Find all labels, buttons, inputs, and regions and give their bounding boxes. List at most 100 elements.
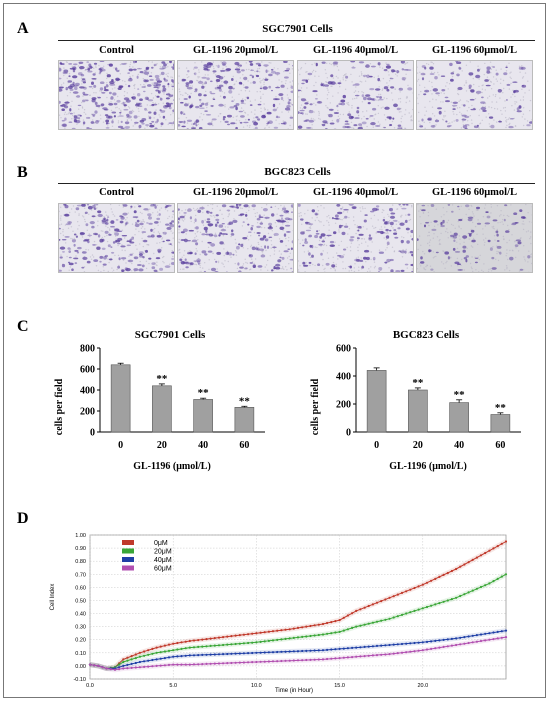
chart-d-point [251, 641, 254, 644]
chart-d-point [247, 661, 250, 664]
chart-d-point [251, 661, 254, 664]
c1-ytick-label: 200 [80, 407, 95, 418]
chart-d-point [151, 652, 154, 655]
chart-d-point [301, 635, 304, 638]
chart-d-point [450, 598, 453, 601]
chart-d-point [313, 649, 316, 652]
chart-d-point [126, 656, 129, 659]
chart-d-point [459, 565, 462, 568]
micrograph-b-60 [416, 203, 533, 273]
chart-d-point [421, 649, 424, 652]
chart-d-point [351, 612, 354, 615]
panel-a-col-0: Control [99, 45, 134, 56]
chart-d-point [222, 643, 225, 647]
chart-d-point [118, 668, 121, 671]
chart-d-point [247, 633, 250, 636]
chart-d-point [459, 594, 462, 598]
chart-d-point [155, 658, 158, 661]
micrograph-a-20 [177, 60, 294, 130]
micrograph-texture [417, 61, 532, 129]
chart-d-point [317, 633, 320, 637]
chart-d-point [163, 657, 166, 660]
chart-d-point [155, 664, 158, 667]
chart-d-point [284, 650, 287, 653]
chart-d-point [130, 666, 133, 669]
chart-d-point [259, 651, 262, 654]
chart-d-point [321, 633, 325, 636]
chart-d-point [425, 648, 429, 651]
chart-d-point [301, 626, 304, 629]
chart-d-point [134, 657, 137, 660]
micrograph-a-40 [297, 60, 414, 130]
chart-d-point [471, 634, 474, 637]
chart-d-point [496, 637, 499, 640]
chart-d-point [384, 644, 387, 647]
chart-d-point [230, 635, 233, 638]
chart-d-point [167, 656, 171, 659]
chart-d-point [296, 650, 300, 653]
chart-d-point [205, 645, 208, 648]
chart-d-ytick-label: 0.50 [75, 598, 86, 604]
chart-d-point [434, 577, 437, 580]
chart-d-ytick-label: 0.30 [75, 625, 86, 631]
figure-frame [3, 3, 546, 698]
chart-d-point [292, 627, 295, 630]
chart-d-point [138, 651, 141, 654]
chart-d-point [400, 651, 404, 654]
chart-d-point [330, 657, 333, 660]
chart-c2-title: BGC823 Cells [393, 329, 460, 341]
chart-d-point [342, 629, 345, 632]
chart-d-point [421, 583, 424, 586]
chart-d-point [351, 626, 354, 629]
chart-d-point [326, 648, 329, 651]
chart-d-point [405, 651, 408, 654]
chart-d-point [267, 660, 270, 663]
chart-d-point [309, 649, 312, 652]
chart-d-point [450, 644, 453, 647]
chart-d-point [267, 630, 270, 633]
chart-d-point [342, 616, 345, 619]
chart-d-xtick-label: 5.0 [169, 683, 177, 689]
c2-significance: ** [412, 377, 424, 389]
chart-d-point [226, 662, 229, 665]
chart-d-point [455, 637, 458, 640]
chart-d-point [380, 600, 383, 603]
chart-d-point [450, 569, 453, 573]
chart-d-legend-label: 20μM [154, 549, 172, 556]
chart-d-point [479, 633, 483, 636]
chart-d-point [405, 590, 408, 593]
chart-d-xtick-label: 0.0 [86, 683, 94, 689]
chart-d-point [176, 648, 179, 651]
chart-d-point [276, 638, 279, 641]
chart-d-point [230, 652, 233, 655]
chart-d-point [338, 630, 341, 633]
chart-d-point [280, 629, 283, 632]
chart-d-point [284, 637, 287, 640]
chart-d-point [305, 635, 308, 638]
chart-d-point [288, 650, 291, 653]
chart-d-point [326, 657, 329, 661]
chart-d-point [255, 651, 258, 654]
chart-d-point [234, 661, 237, 664]
chart-d-point [122, 667, 125, 670]
chart-d-point [292, 636, 295, 639]
chart-d-point [367, 604, 370, 608]
chart-d-point [93, 664, 96, 667]
c2-bar [490, 414, 511, 433]
chart-d-ytick-label: -0.10 [73, 677, 86, 683]
chart-d-point [342, 656, 345, 659]
chart-d-point [97, 664, 100, 667]
chart-d-point [255, 660, 258, 664]
chart-d-point [446, 599, 449, 602]
chart-d-point [388, 596, 391, 599]
chart-d-point [467, 635, 470, 638]
chart-d-point [417, 608, 420, 611]
chart-d-point [392, 595, 395, 598]
chart-d-point [217, 636, 221, 639]
chart-d-legend-label: 60μM [154, 566, 172, 573]
chart-d-point [492, 638, 495, 641]
chart-d-point [238, 634, 241, 637]
chart-d-point [359, 608, 362, 611]
chart-d-point [446, 638, 449, 641]
chart-d-point [367, 645, 370, 648]
